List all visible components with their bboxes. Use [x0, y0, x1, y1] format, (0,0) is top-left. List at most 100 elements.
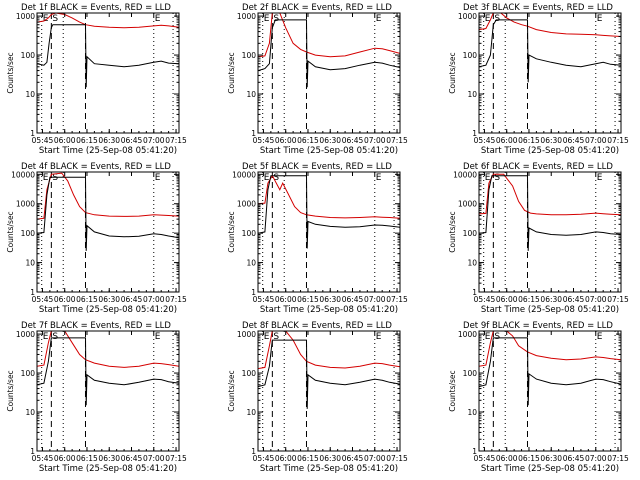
y-tick-label: 100 — [463, 229, 478, 238]
y-tick-label: 100 — [463, 51, 478, 60]
y-axis-label: Counts/sec — [227, 211, 236, 252]
x-tick-label: 06:00 — [275, 136, 297, 145]
y-tick-label: 1000 — [16, 12, 35, 21]
series-group — [37, 13, 179, 88]
x-tick-label: 05:45 — [32, 454, 54, 463]
x-tick-label: 07:15 — [607, 454, 629, 463]
x-tick-label: 06:30 — [98, 295, 120, 304]
x-tick-label: 06:15 — [518, 295, 540, 304]
x-axis-label: Start Time (25-Sep-08 05:41:20) — [39, 146, 177, 156]
x-tick-label: 07:00 — [143, 295, 165, 304]
x-tick-label: 06:45 — [563, 136, 585, 145]
y-tick-label: 1000 — [458, 200, 477, 209]
time-marker-label: E — [597, 173, 603, 183]
time-marker-label: E — [155, 173, 161, 183]
x-tick-label: 05:45 — [474, 454, 496, 463]
y-axis-label: Counts/sec — [448, 370, 457, 411]
series-group — [479, 331, 621, 406]
y-axis-label: Counts/sec — [448, 52, 457, 93]
time-marker-label: E — [485, 173, 491, 183]
y-tick-label: 1 — [251, 129, 256, 138]
x-tick-label: 07:00 — [364, 454, 386, 463]
y-axis-label: Counts/sec — [6, 370, 15, 411]
x-tick-label: 05:45 — [474, 295, 496, 304]
panel-title: Det 7f BLACK = Events, RED = LLD — [21, 321, 171, 331]
x-tick-label: 06:30 — [98, 454, 120, 463]
x-axis-label: Start Time (25-Sep-08 05:41:20) — [39, 305, 177, 315]
series-line-lld — [479, 331, 621, 367]
y-tick-label: 100 — [463, 369, 478, 378]
x-tick-label: 06:15 — [518, 136, 540, 145]
y-tick-label: 10 — [467, 259, 477, 268]
panel-title: Det 5f BLACK = Events, RED = LLD — [242, 162, 392, 172]
y-tick-label: 10000 — [11, 170, 35, 179]
x-tick-label: 07:15 — [165, 295, 187, 304]
y-tick-label: 100 — [21, 51, 36, 60]
y-tick-label: 1000 — [237, 12, 256, 21]
x-axis-label: Start Time (25-Sep-08 05:41:20) — [481, 146, 619, 156]
y-axis-label: Counts/sec — [6, 52, 15, 93]
y-tick-label: 100 — [242, 229, 257, 238]
time-marker-label: S — [52, 173, 58, 183]
y-tick-label: 100 — [21, 369, 36, 378]
y-tick-label: 1 — [472, 447, 477, 456]
y-axis-label: Counts/sec — [227, 370, 236, 411]
time-marker-label: S — [494, 332, 500, 342]
time-marker-label: E — [155, 332, 161, 342]
x-tick-label: 07:00 — [364, 295, 386, 304]
y-tick-label: 1000 — [237, 330, 256, 339]
x-tick-label: 06:15 — [297, 136, 319, 145]
time-marker-label: E — [376, 173, 382, 183]
series-line-lld — [37, 331, 179, 368]
y-tick-label: 10 — [25, 90, 35, 99]
series-line-events — [479, 175, 621, 251]
x-tick-label: 06:45 — [121, 454, 143, 463]
x-tick-label: 05:45 — [253, 136, 275, 145]
x-axis-label: Start Time (25-Sep-08 05:41:20) — [481, 305, 619, 315]
series-line-events — [37, 176, 179, 251]
y-tick-label: 1 — [472, 129, 477, 138]
x-tick-label: 06:30 — [540, 454, 562, 463]
y-axis-label: Counts/sec — [6, 211, 15, 252]
y-tick-label: 1000 — [237, 200, 256, 209]
x-tick-label: 07:15 — [607, 295, 629, 304]
y-tick-label: 1 — [251, 447, 256, 456]
plot-frame — [257, 12, 401, 134]
y-tick-label: 1 — [30, 129, 35, 138]
x-tick-label: 06:45 — [342, 136, 364, 145]
time-marker-label: S — [494, 14, 500, 24]
x-axis-label: Start Time (25-Sep-08 05:41:20) — [39, 464, 177, 474]
time-marker-label: E — [264, 173, 270, 183]
time-marker-label: S — [52, 332, 58, 342]
series-line-events — [37, 337, 179, 406]
plot-frame — [257, 171, 401, 293]
x-tick-label: 06:15 — [297, 454, 319, 463]
x-tick-label: 07:00 — [585, 136, 607, 145]
panel-title: Det 3f BLACK = Events, RED = LLD — [463, 3, 613, 13]
panel-title: Det 9f BLACK = Events, RED = LLD — [463, 321, 613, 331]
x-tick-label: 06:15 — [76, 136, 98, 145]
time-marker-label: E — [155, 14, 161, 24]
time-marker-label: E — [376, 332, 382, 342]
y-tick-label: 10000 — [453, 170, 477, 179]
y-tick-label: 1 — [251, 288, 256, 297]
x-tick-label: 06:45 — [121, 295, 143, 304]
x-tick-label: 06:45 — [342, 454, 364, 463]
x-axis-label: Start Time (25-Sep-08 05:41:20) — [481, 464, 619, 474]
series-line-events — [37, 24, 179, 88]
x-tick-label: 06:00 — [496, 136, 518, 145]
time-marker-label: S — [273, 173, 279, 183]
plot-frame — [257, 330, 401, 452]
plot-frame — [36, 330, 180, 452]
series-group — [258, 13, 400, 88]
x-tick-label: 07:00 — [143, 454, 165, 463]
x-tick-label: 06:15 — [518, 454, 540, 463]
x-tick-label: 06:30 — [540, 136, 562, 145]
panel-title: Det 1f BLACK = Events, RED = LLD — [21, 3, 171, 13]
series-group — [479, 13, 621, 83]
time-marker-label: E — [43, 173, 49, 183]
